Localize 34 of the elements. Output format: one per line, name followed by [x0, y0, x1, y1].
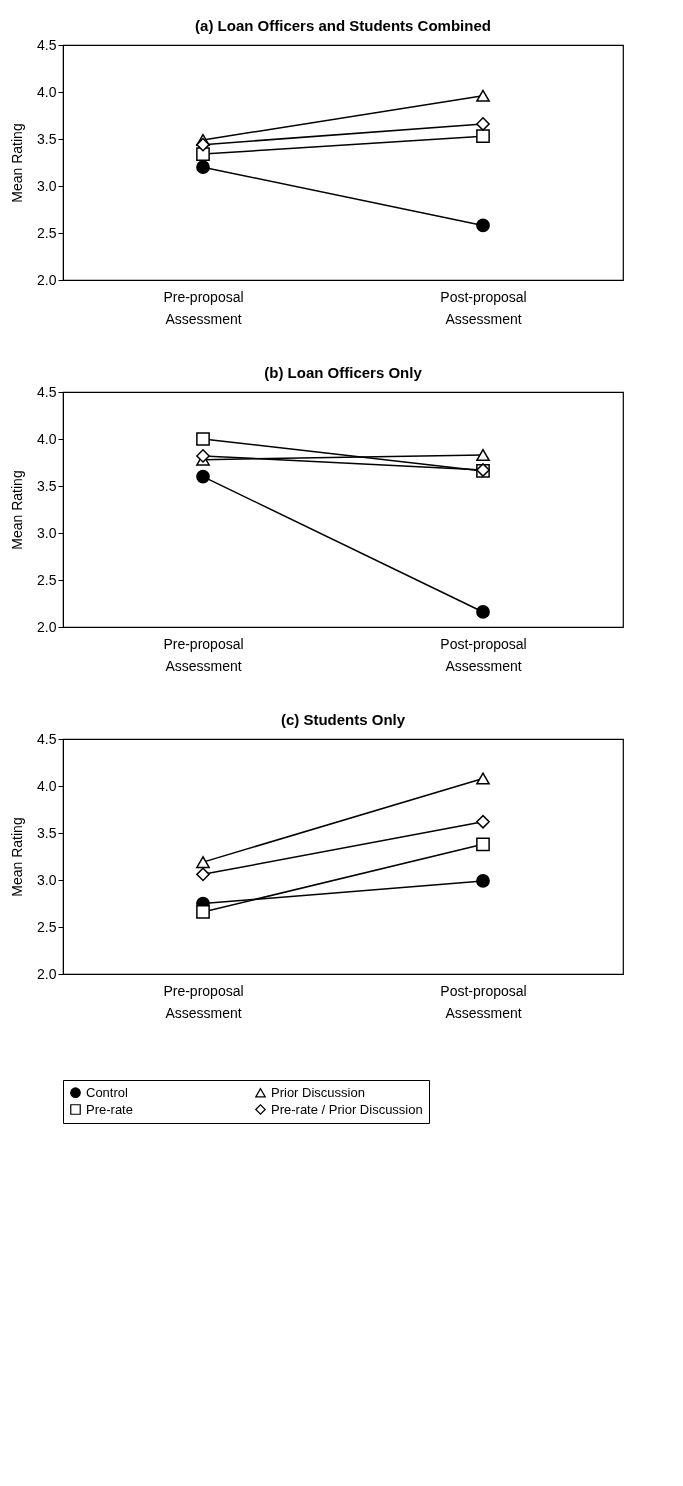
legend-label: Control — [86, 1084, 129, 1100]
y-tick-label: 3.0 — [37, 871, 57, 888]
y-axis-title: Mean Rating — [9, 123, 26, 203]
y-tick-label: 2.0 — [37, 965, 57, 982]
x-tick-label: Pre-proposal Assessment — [163, 982, 244, 1021]
y-tick-label: 3.5 — [37, 477, 57, 494]
y-tick-label: 3.0 — [37, 524, 57, 541]
y-tick-label: 4.0 — [37, 777, 57, 794]
chart-title: (c) Students Only — [280, 711, 406, 728]
y-axis-title: Mean Rating — [9, 817, 26, 897]
y-tick-label: 4.5 — [37, 36, 57, 53]
y-tick-label: 3.5 — [37, 130, 57, 147]
legend-label: Prior Discussion — [271, 1084, 365, 1100]
y-tick-label: 3.0 — [37, 177, 57, 194]
y-tick-label: 4.5 — [37, 730, 57, 747]
y-tick-label: 4.0 — [37, 83, 57, 100]
y-tick-label: 4.0 — [37, 430, 57, 447]
x-tick-label: Post-proposal Assessment — [440, 635, 527, 674]
legend-label: Pre-rate / Prior Discussion — [271, 1101, 423, 1117]
y-tick-label: 2.5 — [37, 224, 57, 241]
y-axis-title: Mean Rating — [9, 470, 26, 550]
x-tick-label: Pre-proposal Assessment — [163, 635, 244, 674]
y-tick-label: 2.5 — [37, 918, 57, 935]
x-tick-label: Post-proposal Assessment — [440, 982, 527, 1021]
chart-title: (a) Loan Officers and Students Combined — [195, 17, 491, 34]
x-tick-label: Pre-proposal Assessment — [163, 288, 244, 327]
chart-title: (b) Loan Officers Only — [264, 364, 423, 381]
y-tick-label: 3.5 — [37, 824, 57, 841]
x-tick-label: Post-proposal Assessment — [440, 288, 527, 327]
y-tick-label: 2.5 — [37, 571, 57, 588]
y-tick-label: 2.0 — [37, 271, 57, 288]
y-tick-label: 2.0 — [37, 618, 57, 635]
legend-label: Pre-rate — [86, 1101, 133, 1117]
y-tick-label: 4.5 — [37, 383, 57, 400]
